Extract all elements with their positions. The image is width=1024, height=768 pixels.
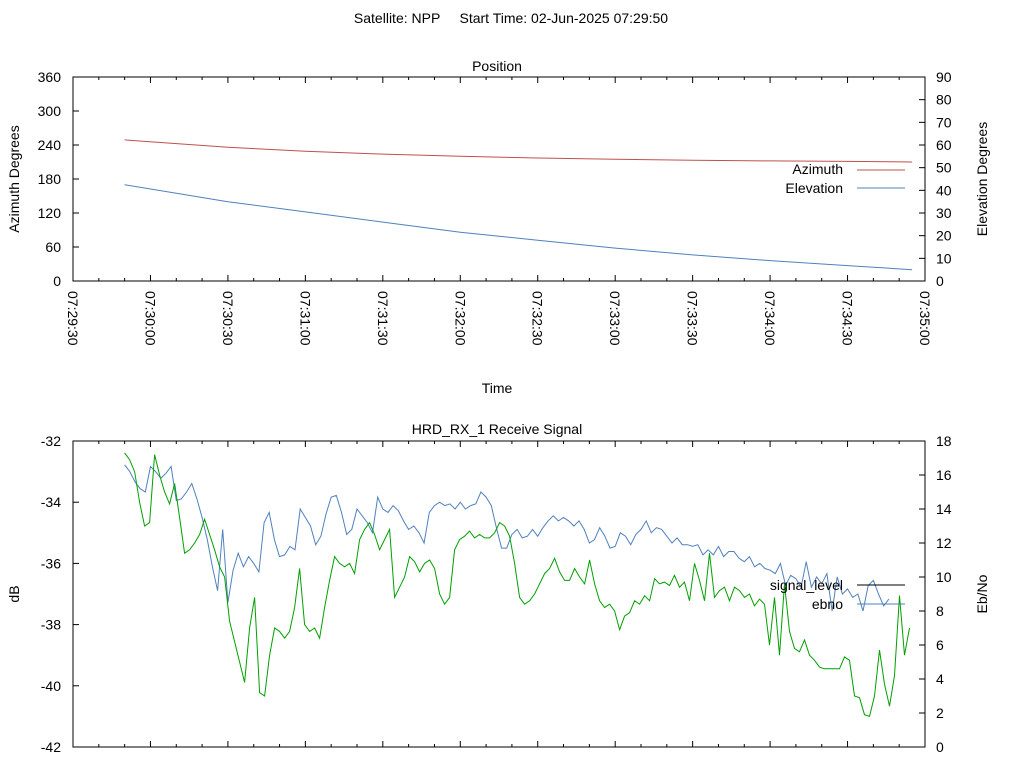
- y2-tick-label: 0: [936, 739, 944, 755]
- x-tick-label: 07:31:00: [297, 291, 313, 346]
- x-tick-label: 07:35:00: [917, 291, 933, 346]
- y2-tick-label: 4: [936, 671, 944, 687]
- signal-y-axis-label: dB: [6, 585, 22, 602]
- signal-series: [124, 452, 910, 718]
- y2-tick-label: 18: [936, 433, 952, 449]
- y-tick-label: 60: [45, 239, 61, 255]
- position-chart: Position 07:29:30 07:30:00 07:30:30 07:31:0…: [6, 58, 990, 396]
- signal-ticks: -32 -34 -36 -38 -40 -42 0 2 4 6 8 10 12 14 16 18: [41, 433, 952, 755]
- y-tick-label: -32: [41, 433, 61, 449]
- y2-tick-label: 16: [936, 467, 952, 483]
- x-tick-label: 07:33:00: [607, 291, 623, 346]
- y-tick-label: -36: [41, 555, 61, 571]
- series-line-azimuth: [124, 139, 913, 163]
- position-series: [124, 139, 913, 271]
- y-tick-label: 120: [38, 205, 62, 221]
- x-tick-label: 07:29:30: [65, 291, 81, 346]
- position-y-axis-label: Azimuth Degrees: [6, 125, 22, 232]
- y2-tick-label: 10: [936, 250, 952, 266]
- receive-signal-chart: HRD_RX_1 Receive Signal -32-34-36-38-40-…: [6, 421, 990, 755]
- y-tick-label: -38: [41, 617, 61, 633]
- y2-tick-label: 14: [936, 501, 952, 517]
- signal-y2-axis-label: Eb/No: [974, 574, 990, 613]
- y2-tick-label: 10: [936, 569, 952, 585]
- position-chart-title: Position: [472, 58, 522, 74]
- y2-tick-label: 0: [936, 273, 944, 289]
- x-tick-label: 07:33:30: [685, 291, 701, 346]
- y-tick-label: -34: [41, 494, 61, 510]
- y2-tick-label: 80: [936, 92, 952, 108]
- x-tick-label: 07:30:30: [220, 291, 236, 346]
- position-x-axis-label: Time: [482, 380, 513, 396]
- y-tick-label: 300: [38, 103, 62, 119]
- figure-title: Satellite: NPP Start Time: 02-Jun-2025 0…: [354, 10, 668, 26]
- x-tick-label: 07:34:30: [840, 291, 856, 346]
- series-line-signal-trace: [124, 452, 910, 718]
- position-ticks: 07:29:30 07:30:00 07:30:30 07:31:00 07:31:30…: [38, 69, 952, 346]
- x-tick-label: 07:34:00: [762, 291, 778, 346]
- signal-plot-area: [72, 440, 926, 748]
- y-tick-label: -42: [41, 739, 61, 755]
- y2-tick-label: 30: [936, 205, 952, 221]
- y-tick-label: 360: [38, 69, 62, 85]
- y-tick-label: 0: [53, 273, 61, 289]
- position-plot-area: [72, 76, 926, 282]
- y2-tick-label: 2: [936, 705, 944, 721]
- y-tick-label: 240: [38, 137, 62, 153]
- y2-tick-label: 50: [936, 160, 952, 176]
- y-tick-label: -40: [41, 678, 61, 694]
- y2-tick-label: 90: [936, 69, 952, 85]
- y2-tick-label: 60: [936, 137, 952, 153]
- signal-legend: signal_level ebno: [770, 577, 905, 612]
- legend-label-elevation: Elevation: [785, 180, 843, 196]
- signal-chart-title: HRD_RX_1 Receive Signal: [412, 421, 582, 437]
- series-line-ebno: [124, 464, 890, 612]
- y2-tick-label: 70: [936, 114, 952, 130]
- legend-label-signal-level: signal_level: [770, 577, 843, 593]
- legend-label-azimuth: Azimuth: [792, 161, 843, 177]
- y2-tick-label: 20: [936, 228, 952, 244]
- x-tick-label: 07:32:30: [530, 291, 546, 346]
- position-y2-axis-label: Elevation Degrees: [974, 122, 990, 236]
- y2-tick-label: 40: [936, 182, 952, 198]
- series-line-elevation: [124, 184, 913, 271]
- x-tick-label: 07:31:30: [375, 291, 391, 346]
- x-tick-label: 07:32:00: [452, 291, 468, 346]
- position-legend: Azimuth Elevation: [785, 161, 905, 196]
- y2-tick-label: 8: [936, 603, 944, 619]
- y2-tick-label: 6: [936, 637, 944, 653]
- y2-tick-label: 12: [936, 535, 952, 551]
- y-tick-label: 180: [38, 171, 62, 187]
- x-tick-label: 07:30:00: [142, 291, 158, 346]
- legend-label-ebno: ebno: [812, 596, 843, 612]
